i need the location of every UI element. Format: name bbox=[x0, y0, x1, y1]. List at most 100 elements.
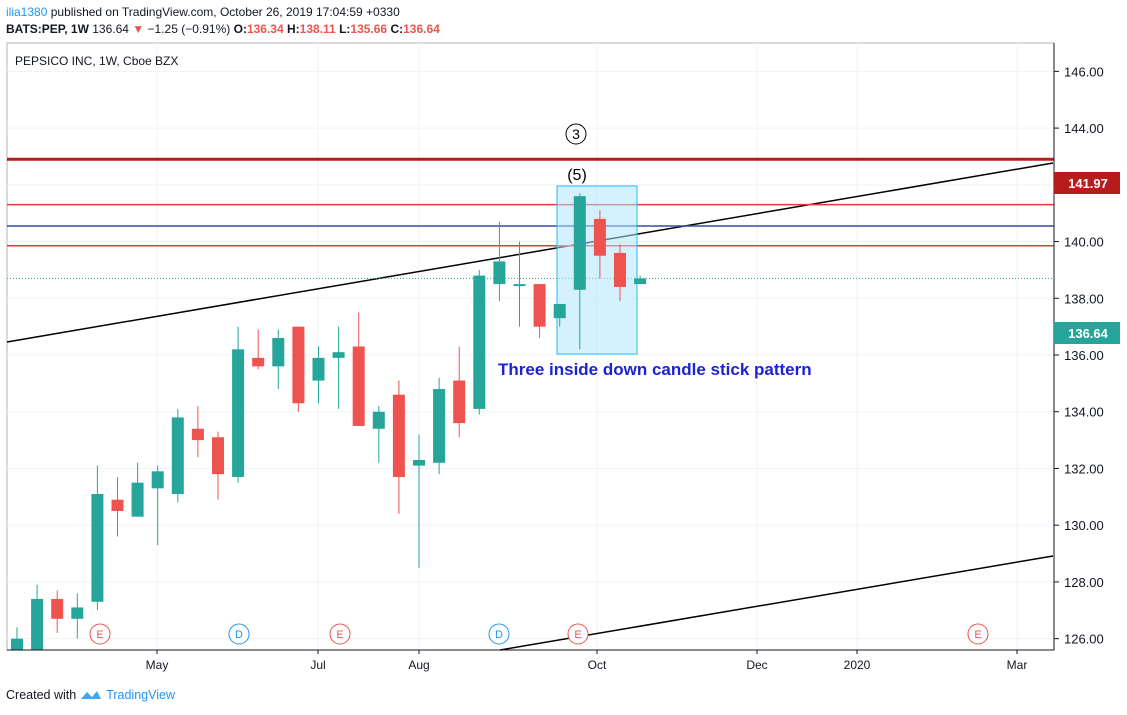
candle bbox=[71, 593, 84, 639]
earnings-marker: E bbox=[567, 623, 589, 645]
candle bbox=[413, 434, 425, 568]
high-label: H: bbox=[287, 22, 300, 36]
marker-circle bbox=[967, 623, 989, 645]
marker-circle bbox=[329, 623, 351, 645]
candle-body bbox=[212, 437, 224, 475]
y-axis[interactable]: 146.00144.00142.00140.00138.00136.00134.… bbox=[1053, 43, 1104, 650]
candle-body bbox=[533, 284, 546, 327]
down-arrow-icon: ▼ bbox=[132, 22, 145, 36]
candle-body bbox=[131, 482, 144, 517]
x-tick-label: Mar bbox=[1007, 658, 1028, 672]
candle bbox=[252, 329, 265, 370]
marker-label: E bbox=[974, 629, 981, 641]
pattern-annotation: Three inside down candle stick pattern bbox=[498, 360, 812, 379]
marker-circle bbox=[228, 623, 250, 645]
y-tick-label: 130.00 bbox=[1064, 518, 1104, 533]
candle bbox=[593, 210, 606, 279]
change-text: −1.25 (−0.91%) bbox=[147, 22, 231, 36]
x-tick-label: Jul bbox=[310, 658, 325, 672]
candle-body bbox=[292, 326, 305, 404]
upper-channel-line[interactable] bbox=[6, 162, 1054, 343]
svg-text:141.97: 141.97 bbox=[1068, 176, 1108, 191]
candle-body bbox=[453, 380, 466, 424]
candle-body bbox=[171, 417, 184, 494]
candle-body bbox=[513, 284, 526, 287]
candle bbox=[51, 590, 64, 633]
marker-label: D bbox=[495, 629, 503, 641]
y-tick-label: 134.00 bbox=[1064, 405, 1104, 420]
tradingview-logo-icon bbox=[81, 691, 102, 699]
candle-body bbox=[71, 607, 84, 619]
open-label: O: bbox=[233, 22, 247, 36]
candle bbox=[573, 193, 586, 350]
candle-body bbox=[151, 471, 164, 489]
candle-body bbox=[232, 349, 245, 477]
svg-text:136.64: 136.64 bbox=[1068, 326, 1109, 341]
y-tick-label: 138.00 bbox=[1064, 291, 1104, 306]
candle-body bbox=[111, 499, 124, 512]
candle-body bbox=[312, 357, 325, 381]
candle bbox=[453, 346, 466, 438]
x-tick-label: 2020 bbox=[844, 658, 871, 672]
candle bbox=[433, 377, 446, 475]
marker-label: E bbox=[336, 629, 343, 641]
candle-body bbox=[352, 346, 365, 426]
candle bbox=[232, 326, 245, 483]
earnings-marker: E bbox=[967, 623, 989, 645]
low-value: 135.66 bbox=[350, 22, 388, 36]
chart-title: PEPSICO INC, 1W, Cboe BZX bbox=[15, 54, 178, 68]
candle bbox=[332, 326, 345, 409]
x-tick-label: Dec bbox=[746, 658, 767, 672]
x-tick-label: Aug bbox=[408, 658, 429, 672]
publish-info: ilia1380 published on TradingView.com, O… bbox=[6, 4, 400, 21]
candle-body bbox=[31, 598, 44, 650]
candle bbox=[151, 465, 164, 546]
tradingview-brand[interactable]: TradingView bbox=[106, 688, 175, 702]
candle-body bbox=[634, 278, 647, 285]
high-value: 138.11 bbox=[299, 22, 336, 36]
candle bbox=[111, 476, 124, 537]
grid bbox=[7, 43, 1054, 650]
candles bbox=[11, 193, 647, 650]
marker-label: D bbox=[235, 629, 243, 641]
y-tick-label: 136.00 bbox=[1064, 348, 1104, 363]
x-tick-label: May bbox=[146, 658, 169, 672]
trendlines bbox=[6, 162, 1054, 651]
candle bbox=[614, 244, 626, 302]
y-tick-label: 146.00 bbox=[1064, 64, 1104, 79]
x-tick-label: Oct bbox=[588, 658, 607, 672]
candle bbox=[272, 329, 285, 390]
candle bbox=[533, 284, 546, 338]
ohlc-line: BATS:PEP, 1W 136.64 ▼ −1.25 (−0.91%) O:1… bbox=[6, 21, 440, 38]
y-tick-label: 128.00 bbox=[1064, 575, 1104, 590]
candle-body bbox=[272, 337, 285, 367]
symbol-line: BATS:PEP, 1W bbox=[6, 22, 89, 36]
published-text: published on TradingView.com, October 26… bbox=[50, 5, 400, 19]
wave-3-text: 3 bbox=[572, 126, 580, 142]
marker-circle bbox=[567, 623, 589, 645]
candle bbox=[634, 275, 647, 285]
close-label: C: bbox=[390, 22, 404, 36]
y-tick-label: 126.00 bbox=[1064, 632, 1104, 647]
candle-body bbox=[372, 411, 385, 429]
footer: Created with TradingView bbox=[6, 688, 175, 702]
marker-circle bbox=[89, 623, 111, 645]
candle bbox=[553, 303, 566, 327]
candle-body bbox=[433, 389, 446, 463]
x-axis[interactable]: May Jul Aug Oct Dec 2020 Mar bbox=[7, 649, 1054, 672]
wave-3-label: 3 bbox=[565, 123, 587, 145]
y-tick-label: 132.00 bbox=[1064, 461, 1104, 476]
candle-body bbox=[553, 303, 566, 319]
candle bbox=[131, 462, 144, 517]
candle-body bbox=[252, 357, 265, 367]
earnings-marker: E bbox=[329, 623, 351, 645]
dividend-marker: D bbox=[228, 623, 250, 645]
author-link[interactable]: ilia1380 bbox=[6, 5, 48, 19]
dividend-marker: D bbox=[488, 623, 510, 645]
plot-area bbox=[6, 42, 1055, 651]
lower-channel-line[interactable] bbox=[499, 555, 1054, 651]
last-price-label: 136.64 bbox=[1054, 322, 1120, 344]
wave-5-label: (5) bbox=[567, 167, 587, 184]
